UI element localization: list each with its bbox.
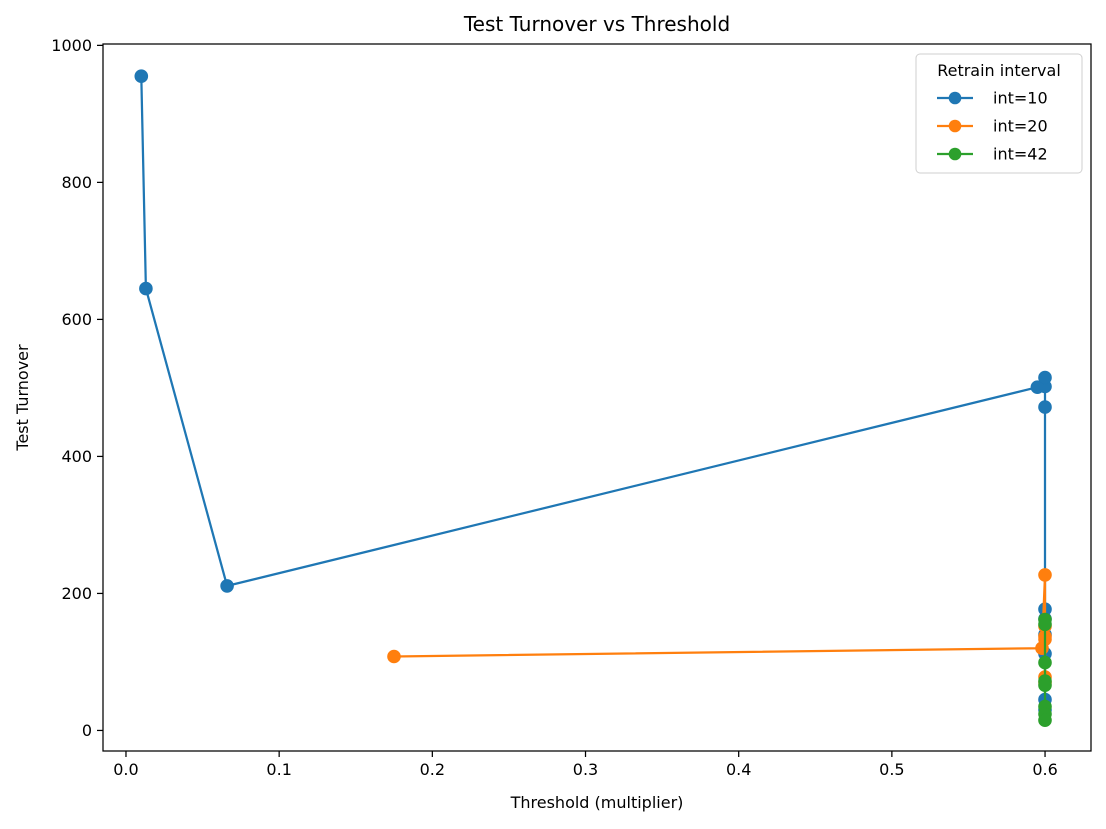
data-point (1038, 617, 1052, 632)
legend-entry: int=10 (937, 89, 1048, 108)
series-int-42 (1038, 612, 1052, 728)
data-point (134, 69, 149, 83)
legend-box (915, 53, 1083, 174)
y-tick-label: 600 (61, 310, 92, 329)
legend-label: int=42 (993, 145, 1048, 164)
data-point (1038, 678, 1052, 693)
plot-area (102, 43, 1092, 752)
y-tick-label: 400 (61, 447, 92, 466)
legend-label: int=20 (993, 117, 1048, 136)
x-tick-label: 0.2 (420, 760, 445, 779)
data-point (1038, 713, 1052, 728)
legend-entry: int=42 (937, 145, 1048, 164)
series-int-10 (134, 69, 1052, 717)
series-layer (134, 69, 1052, 728)
legend-entries: int=10 int=20 int=42 (937, 89, 1048, 164)
series-line (392, 573, 1047, 684)
data-point (1038, 568, 1052, 582)
y-axis: 0 200 400 600 800 1000 (51, 36, 103, 740)
x-tick-label: 0.1 (266, 760, 291, 779)
data-point (1038, 655, 1052, 670)
x-tick-label: 0.6 (1032, 760, 1057, 779)
legend: Retrain interval int=10 int=20 int=42 (915, 53, 1083, 174)
series-line (140, 75, 1047, 712)
data-point (1038, 400, 1052, 414)
x-tick-label: 0.3 (573, 760, 598, 779)
y-tick-label: 0 (82, 721, 92, 740)
y-tick-label: 800 (61, 173, 92, 192)
x-tick-label: 0.4 (726, 760, 751, 779)
y-tick-label: 1000 (51, 36, 92, 55)
legend-entry: int=20 (937, 117, 1048, 136)
x-axis: 0.0 0.1 0.2 0.3 0.4 0.5 0.6 (113, 751, 1058, 779)
legend-label: int=10 (993, 89, 1048, 108)
plot-frame (102, 43, 1092, 752)
x-tick-label: 0.5 (879, 760, 904, 779)
x-tick-label: 0.0 (113, 760, 138, 779)
data-point (1038, 370, 1052, 385)
data-point (220, 579, 234, 593)
data-point (139, 281, 153, 296)
y-tick-label: 200 (61, 584, 92, 603)
legend-marker (948, 91, 962, 105)
series-int-20 (387, 568, 1052, 690)
legend-title: Retrain interval (937, 61, 1061, 80)
y-axis-label: Test Turnover (13, 344, 32, 452)
legend-marker (948, 119, 962, 133)
chart-title: Test Turnover vs Threshold (463, 12, 730, 36)
x-axis-label: Threshold (multiplier) (510, 793, 684, 812)
legend-marker (948, 147, 962, 161)
data-point (387, 649, 401, 664)
